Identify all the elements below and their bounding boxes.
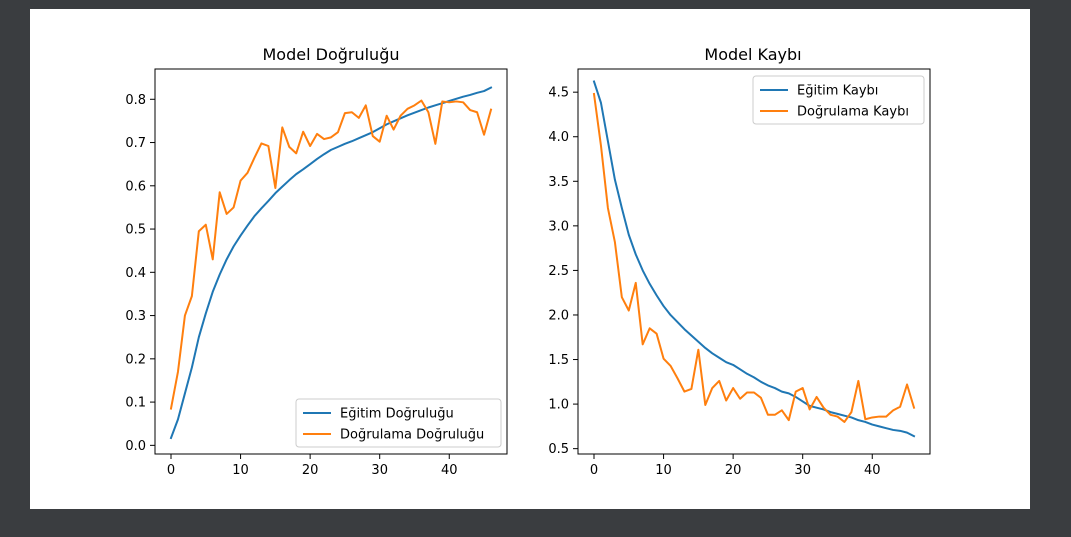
series-line-0 xyxy=(592,80,916,438)
y-tick-label: 4.0 xyxy=(548,130,569,145)
x-tick-label: 40 xyxy=(441,463,458,478)
x-tick-label: 10 xyxy=(655,463,672,478)
x-tick-label: 0 xyxy=(167,463,175,478)
series-line-1 xyxy=(592,92,916,423)
x-tick-label: 20 xyxy=(725,463,742,478)
legend-label: Eğitim Doğruluğu xyxy=(340,407,454,422)
y-tick-label: 1.5 xyxy=(548,353,569,368)
y-tick-label: 0.2 xyxy=(125,352,146,367)
plot-frame xyxy=(577,68,931,455)
legend: Eğitim Kaybı Doğrulama Kaybı xyxy=(752,75,925,125)
accuracy-title: Model Doğruluğu xyxy=(263,45,400,64)
legend-label: Doğrulama Kaybı xyxy=(797,105,909,120)
figure: Model Doğruluğu 0 10 20 30 40 0.0 0.1 0.2 0.3 0.4… xyxy=(30,9,1030,509)
y-tick-label: 0.7 xyxy=(125,136,146,151)
y-tick-label: 1.0 xyxy=(548,398,569,413)
accuracy-panel: Model Doğruluğu 0 10 20 30 40 0.0 0.1 0.2 0.3 0.4… xyxy=(125,45,508,478)
legend-label: Doğrulama Doğruluğu xyxy=(340,428,484,443)
charts-canvas: Model Doğruluğu 0 10 20 30 40 0.0 0.1 0.2 0.3 0.4… xyxy=(125,45,931,478)
legend-box xyxy=(295,398,502,448)
y-tick-label: 4.5 xyxy=(548,86,569,101)
plot-frame xyxy=(154,68,508,455)
y-tick-label: 0.5 xyxy=(125,223,146,238)
y-tick-label: 3.5 xyxy=(548,175,569,190)
loss-panel: Model Kaybı 0 10 20 30 40 0.5 1.0 1.5 2.0 2.5 3.0 3… xyxy=(548,45,931,478)
x-tick-label: 0 xyxy=(590,463,598,478)
loss-title: Model Kaybı xyxy=(704,45,801,64)
y-tick-label: 0.1 xyxy=(125,396,146,411)
x-tick-label: 30 xyxy=(371,463,388,478)
y-tick-label: 0.4 xyxy=(125,266,146,281)
x-tick-label: 30 xyxy=(794,463,811,478)
series-line-0 xyxy=(169,86,493,440)
x-tick-label: 10 xyxy=(232,463,249,478)
y-tick-label: 0.3 xyxy=(125,309,146,324)
y-tick-label: 2.0 xyxy=(548,308,569,323)
x-tick-label: 40 xyxy=(864,463,881,478)
legend: Eğitim Doğruluğu Doğrulama Doğruluğu xyxy=(295,398,502,448)
series-line-1 xyxy=(169,99,493,410)
y-tick-label: 3.0 xyxy=(548,219,569,234)
legend-box xyxy=(752,75,925,125)
y-tick-label: 0.6 xyxy=(125,179,146,194)
y-tick-label: 0.8 xyxy=(125,93,146,108)
x-tick-label: 20 xyxy=(302,463,319,478)
y-tick-label: 0.0 xyxy=(125,439,146,454)
y-tick-label: 0.5 xyxy=(548,442,569,457)
y-tick-label: 2.5 xyxy=(548,264,569,279)
legend-label: Eğitim Kaybı xyxy=(797,84,878,99)
